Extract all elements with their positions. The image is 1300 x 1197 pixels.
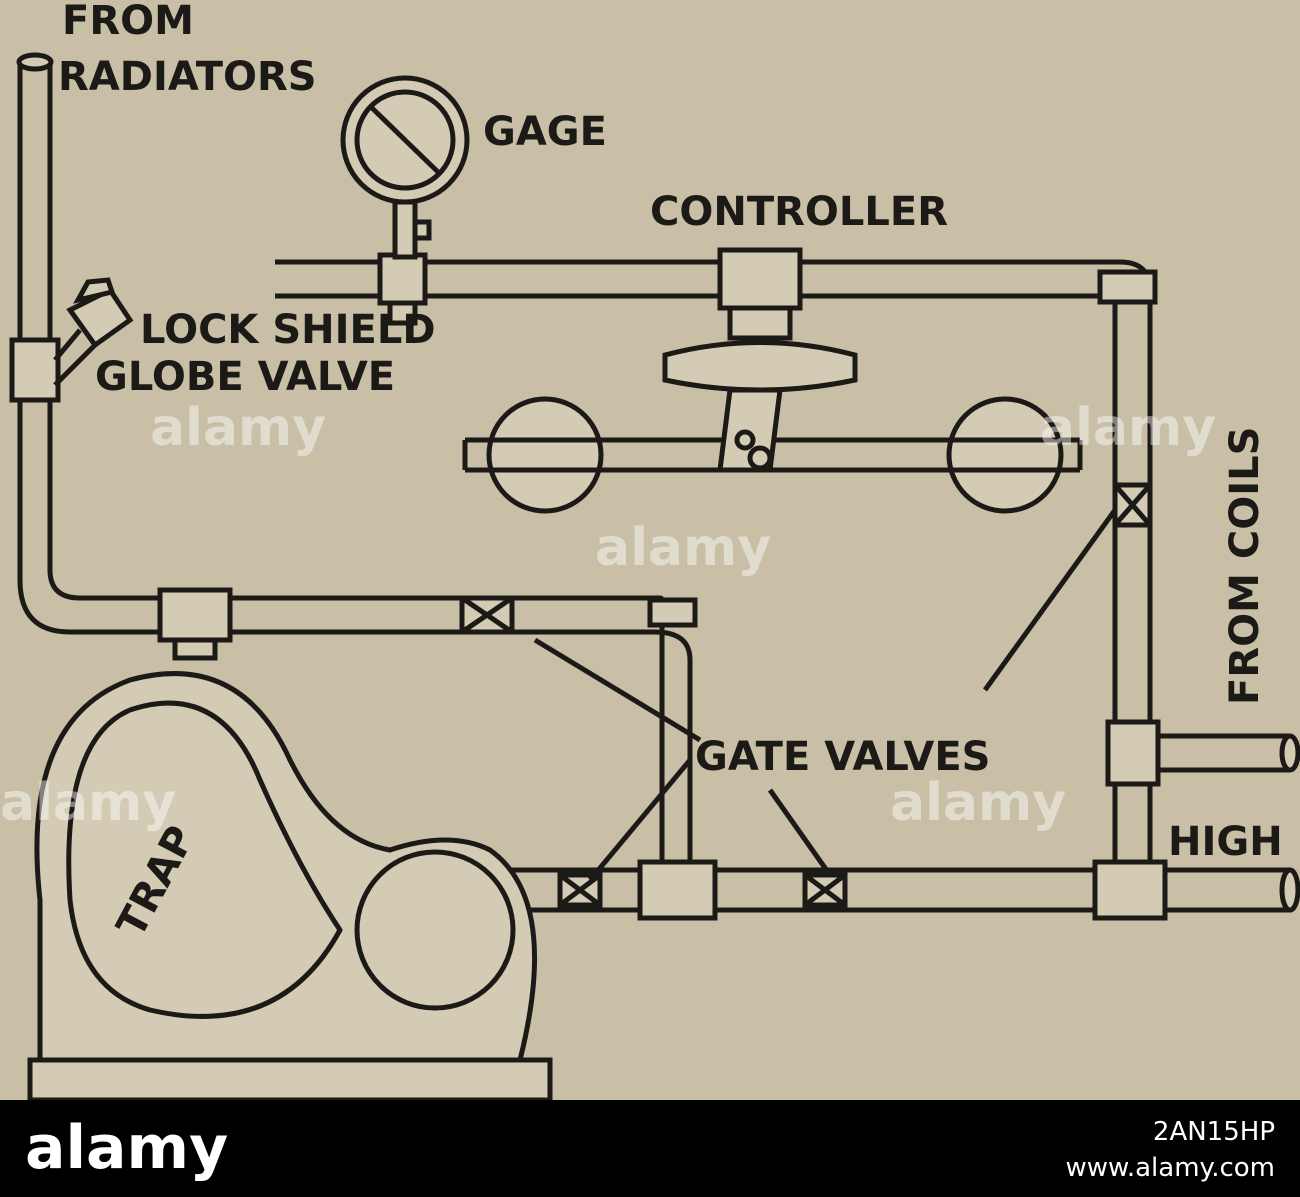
gauge	[340, 75, 470, 260]
footer-logo: alamy	[25, 1113, 228, 1183]
label-from: FROM	[62, 0, 194, 44]
label-gate-valves: GATE VALVES	[695, 734, 991, 780]
watermark: alamy	[595, 518, 771, 578]
piping	[9, 52, 1300, 921]
footer-url: www.alamy.com	[1065, 1153, 1275, 1183]
label-gage: GAGE	[483, 109, 607, 155]
footer-bar	[0, 1100, 1300, 1197]
label-lock-shield: LOCK SHIELD	[140, 307, 436, 353]
label-radiators: RADIATORS	[58, 54, 317, 100]
footer-image-id: 2AN15HP	[1153, 1117, 1275, 1147]
watermark: alamy	[1040, 398, 1216, 458]
controller	[462, 305, 1083, 514]
label-from-coils: FROM COILS	[1222, 427, 1268, 705]
label-controller: CONTROLLER	[650, 189, 948, 235]
leader-lines	[533, 508, 1118, 882]
label-high: HIGH	[1168, 819, 1283, 865]
watermark: alamy	[0, 773, 176, 833]
trap	[27, 671, 553, 1103]
watermark: alamy	[890, 773, 1066, 833]
watermark: alamy	[150, 398, 326, 458]
label-globe-valve: GLOBE VALVE	[95, 354, 395, 400]
